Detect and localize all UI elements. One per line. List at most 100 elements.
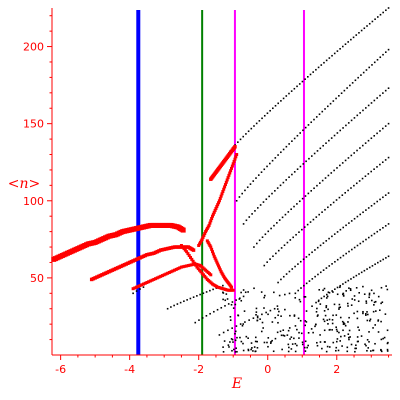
black-point-439 [307,344,309,347]
black-point-365 [142,286,145,288]
black-point-446 [327,323,329,325]
black-point-596 [342,292,345,295]
black-point-6 [245,133,247,135]
black-point-284 [345,224,347,227]
black-point-56 [379,13,382,16]
black-point-297 [382,196,384,199]
black-point-644 [365,344,367,347]
red-point-279 [203,274,207,278]
red-point-200 [208,221,212,225]
black-point-686 [239,336,241,339]
black-point-482 [243,310,246,312]
black-point-676 [242,342,244,345]
black-point-200 [344,159,347,162]
black-point-385 [198,319,200,321]
black-point-341 [334,288,336,291]
black-point-34 [320,64,323,66]
x-tick-label-3: 0 [264,363,271,376]
black-point-150 [339,129,342,132]
black-point-99 [343,89,346,92]
black-point-233 [312,218,315,221]
black-point-453 [240,299,243,302]
black-point-377 [202,292,205,295]
black-point-227 [295,233,297,236]
black-point-569 [273,291,275,294]
black-point-129 [279,184,282,187]
black-point-694 [343,323,346,325]
black-point-501 [301,343,304,346]
black-point-153 [347,122,350,124]
black-point-77 [282,148,285,151]
black-point-721 [230,338,233,340]
black-point-500 [349,289,352,292]
black-point-265 [291,268,294,270]
red-point-169 [185,264,189,268]
black-point-11 [258,120,261,122]
black-point-491 [280,315,282,317]
black-point-79 [288,143,290,145]
red-point-224 [229,169,233,173]
black-point-494 [254,336,257,339]
x-tick-label-0: -6 [55,363,66,376]
black-point-622 [280,334,283,337]
black-point-337 [323,295,325,298]
black-point-277 [325,240,328,242]
black-point-548 [342,294,345,297]
black-point-726 [348,336,350,339]
x-tick-label-2: -2 [193,363,204,376]
red-point-264 [183,248,187,252]
black-point-123 [262,201,265,203]
black-point-675 [267,337,270,339]
black-point-66 [252,180,255,182]
black-point-360 [385,257,387,259]
black-point-460 [368,294,371,296]
black-point-127 [274,190,276,192]
black-point-134 [293,171,296,173]
red-point-199 [207,223,211,227]
black-point-428 [360,335,363,337]
black-point-669 [288,346,290,349]
black-point-663 [317,314,319,316]
black-point-516 [342,293,344,296]
black-point-178 [281,216,284,219]
red-point-301 [231,288,235,292]
black-point-118 [248,216,251,218]
black-point-91 [321,110,324,113]
black-point-696 [335,349,337,352]
black-point-464 [234,351,237,353]
black-point-674 [238,298,241,300]
black-point-260 [277,281,279,284]
black-point-132 [288,176,290,178]
black-point-272 [311,251,313,254]
black-point-493 [342,329,344,332]
black-point-582 [338,306,341,309]
black-point-461 [368,292,371,295]
black-point-9 [253,125,255,127]
black-point-664 [316,344,319,347]
black-point-237 [324,208,326,211]
black-point-210 [373,134,376,137]
black-point-244 [344,192,347,194]
black-point-273 [314,249,316,251]
black-point-259 [387,156,390,159]
red-point-312 [214,258,218,262]
red-point-280 [204,276,208,280]
black-point-620 [303,346,306,349]
black-point-568 [367,347,370,349]
black-point-415 [276,305,279,307]
black-point-389 [213,310,215,313]
black-point-386 [201,317,204,319]
black-point-685 [386,350,389,352]
black-point-458 [297,317,300,320]
black-point-187 [307,192,310,195]
black-point-342 [336,286,339,289]
black-point-619 [312,331,314,334]
black-point-718 [298,298,301,301]
black-point-63 [244,189,246,192]
black-point-368 [173,304,175,307]
black-point-219 [272,255,274,258]
red-point-202 [210,217,214,221]
black-point-245 [347,189,349,192]
black-point-208 [367,139,370,142]
black-point-249 [358,180,361,182]
